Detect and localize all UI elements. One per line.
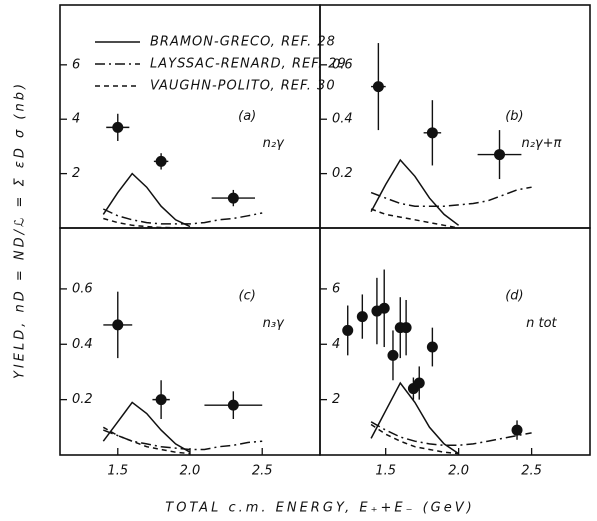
data-point <box>511 424 523 436</box>
panel-label: (b) <box>505 109 523 124</box>
data-point <box>227 192 239 204</box>
theory-curve <box>102 426 191 455</box>
y-tick-label: 0.2 <box>72 392 93 407</box>
data-point <box>372 81 384 93</box>
data-point <box>155 394 167 406</box>
theory-curve <box>102 401 191 453</box>
data-point <box>494 149 506 161</box>
data-point <box>112 121 124 133</box>
x-tick-label: 1.5 <box>375 464 396 479</box>
panel-annotation: n₂γ+π <box>521 136 561 151</box>
y-tick-label: 0.4 <box>72 337 93 352</box>
data-point <box>400 322 412 334</box>
x-tick-label: 2.0 <box>448 464 469 479</box>
y-tick-label: 0.2 <box>332 166 353 181</box>
theory-curve <box>102 208 263 225</box>
x-tick-label: 2.5 <box>521 464 542 479</box>
theory-curve <box>370 158 460 226</box>
y-tick-label: 2 <box>72 166 80 181</box>
data-point <box>426 127 438 139</box>
x-tick-label: 2.0 <box>180 464 201 479</box>
panel-label: (d) <box>505 289 523 304</box>
data-point <box>155 155 167 167</box>
theory-curve <box>370 423 459 455</box>
theory-curve <box>370 208 459 229</box>
theory-curve <box>370 381 460 455</box>
data-point <box>413 377 425 389</box>
theory-curve <box>370 186 532 207</box>
panel-frame <box>319 227 591 456</box>
data-point <box>426 341 438 353</box>
data-point <box>356 311 368 323</box>
data-point <box>112 319 124 331</box>
y-tick-label: 4 <box>332 337 340 352</box>
panel-label: (c) <box>239 289 256 304</box>
data-point <box>387 349 399 361</box>
theory-curve <box>102 172 191 228</box>
y-tick-label: 0.6 <box>72 281 93 296</box>
y-tick-label: 2 <box>332 392 340 407</box>
legend-label: VAUGHN-POLITO, REF. 30 <box>150 79 336 94</box>
theory-curve <box>370 421 532 447</box>
data-point <box>342 324 354 336</box>
data-point <box>378 302 390 314</box>
legend-label: LAYSSAC-RENARD, REF. 29 <box>150 57 347 72</box>
y-tick-label: 6 <box>72 57 80 72</box>
panel-label: (a) <box>238 109 256 124</box>
x-axis-label: TOTAL c.m. ENERGY, E₊+E₋ (GeV) <box>165 501 474 516</box>
y-tick-label: 4 <box>72 112 80 127</box>
x-tick-label: 2.5 <box>252 464 273 479</box>
panel-annotation: n tot <box>526 316 557 331</box>
panel-annotation: n₂γ <box>263 136 285 151</box>
legend-label: BRAMON-GRECO, REF. 28 <box>150 35 336 50</box>
y-tick-label: 0.4 <box>332 112 353 127</box>
y-tick-label: 0.6 <box>332 57 353 72</box>
y-axis-label: YIELD, nD = ND/ℒ = Σ εD σ (nb) <box>13 81 28 379</box>
x-tick-label: 1.5 <box>107 464 128 479</box>
data-point <box>227 399 239 411</box>
panel-annotation: n₃γ <box>263 316 285 331</box>
y-tick-label: 6 <box>332 281 340 296</box>
